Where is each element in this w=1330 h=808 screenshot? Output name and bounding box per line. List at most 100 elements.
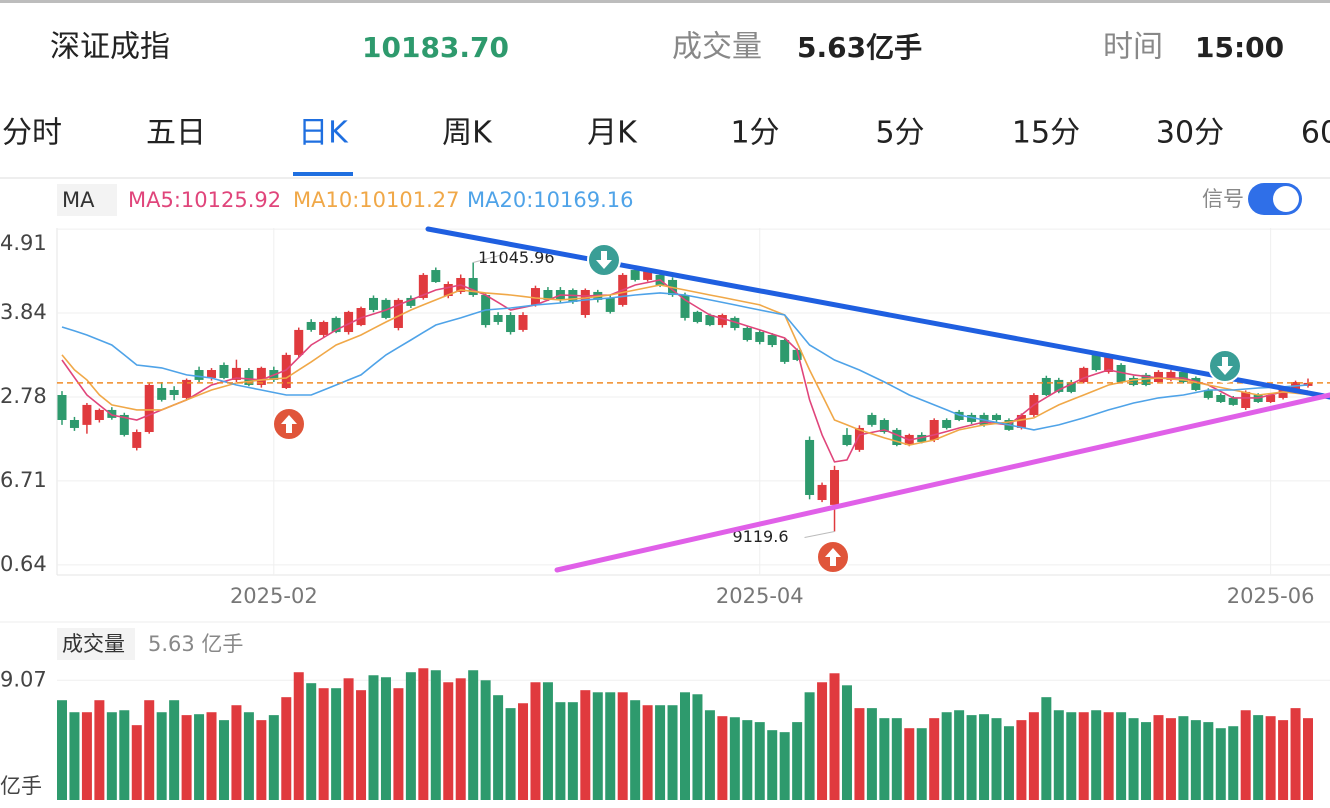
volume-bar [742,720,753,800]
volume-bar [331,688,342,800]
candle-body [306,321,316,330]
candle-body [468,277,478,296]
period-tab[interactable]: 周K [442,116,493,151]
period-tab[interactable]: 1分 [730,116,779,151]
sell-signal [587,243,621,277]
candle-body [780,339,790,362]
candle-body [1079,367,1089,383]
volume-bar [979,714,990,800]
period-tab[interactable]: 五日 [146,116,206,151]
candle-body [406,297,416,306]
volume-bar [655,705,666,800]
period-tab[interactable]: 分时 [2,116,62,151]
volume-bar [779,732,790,800]
volume-bar [256,720,267,800]
volume-bar [69,712,80,800]
index-name: 深证成指 [50,30,170,65]
volume-bar [680,692,690,800]
volume-bar [306,683,317,800]
volume-bar [1290,708,1301,800]
candle-body [817,484,827,501]
candle-body [431,270,441,283]
volume-bar [1053,710,1064,800]
candle-body [1191,377,1201,390]
volume-bar [916,728,927,800]
candle-body [805,439,815,495]
candle-body [680,295,690,318]
candle-body [82,404,92,425]
candle-body [1266,395,1276,402]
period-tab[interactable]: 月K [587,116,638,151]
candle-body [1104,354,1114,372]
volume-bar [430,670,441,800]
volume-bar [991,718,1002,800]
candle-body [1066,382,1076,392]
volume-bar [1003,726,1014,800]
volume-bar [131,725,142,800]
volume-bar [218,720,229,800]
candle-body [381,299,391,318]
volume-bar [206,712,217,800]
ma-legend-entry: MA10:10101.27 [293,188,459,212]
candle-body [144,384,154,433]
ma-legend-entry: MA20:10169.16 [467,188,633,212]
candlestick-chart: 4.91 3.84 2.78 6.71 0.64 2025-02 2025-04 2025-0… [0,228,1330,608]
volume-bar [817,682,828,800]
candle-body [717,314,727,326]
top-border [0,0,1330,3]
candle-body [792,349,802,360]
candle-body [942,420,952,428]
ma-legend: MA5:10125.92 MA10:10101.27 MA20:10169.16 [128,188,633,212]
candle-body [1241,391,1251,408]
candle-body [207,370,217,378]
volume-summary: 5.63 亿手 [148,632,243,656]
candle-body [1091,354,1101,371]
volume-bar [1215,728,1226,800]
volume-bar [1165,718,1176,800]
candle-body [630,270,640,280]
candle-body [1203,389,1213,398]
buy-signal [816,540,850,574]
period-tabs: 分时 五日 日K 周K 月K 1分 5分 15分 30分 60 [2,116,1330,176]
candle-body [830,469,840,505]
signal-toggle[interactable] [1248,183,1302,215]
candle-body [94,409,104,421]
period-tab[interactable]: 15分 [1012,116,1080,151]
trend-line-upper [425,226,1330,400]
volume-bar [941,712,952,800]
volume-bar [1103,712,1114,800]
candle-body [182,379,192,398]
candle-body [1141,374,1151,385]
period-tab[interactable]: 60 [1301,116,1330,151]
high-leader [473,254,504,263]
volume-bar [692,694,703,800]
volume-bar [1141,722,1152,800]
candle-body [929,420,939,440]
volume-bar [704,710,715,800]
candle-body [705,314,715,326]
volume-bar [194,714,205,800]
index-price: 10183.70 [362,31,509,64]
volume-bar [1253,715,1264,800]
period-tab[interactable]: 日K [298,116,349,151]
time-label: 时间 [1103,30,1163,65]
period-tab[interactable]: 5分 [875,116,924,151]
volume-bar [106,712,117,800]
volume-bar [1153,715,1164,800]
volume-bar [829,673,840,800]
time-value: 15:00 [1195,31,1284,64]
candle-body [530,288,540,305]
candle-body [842,434,852,445]
candle-body [1166,371,1176,380]
candle-body [107,409,117,418]
volume-bar [1203,722,1214,800]
volume-bar [480,680,491,800]
candle-body [992,414,1001,421]
candle-body [1016,414,1026,428]
volume-bar [169,700,180,800]
period-tab[interactable]: 30分 [1156,116,1224,151]
candle-body [1291,382,1301,392]
volume-bar [804,692,815,800]
candle-body [742,327,752,340]
candle-body [281,354,291,389]
